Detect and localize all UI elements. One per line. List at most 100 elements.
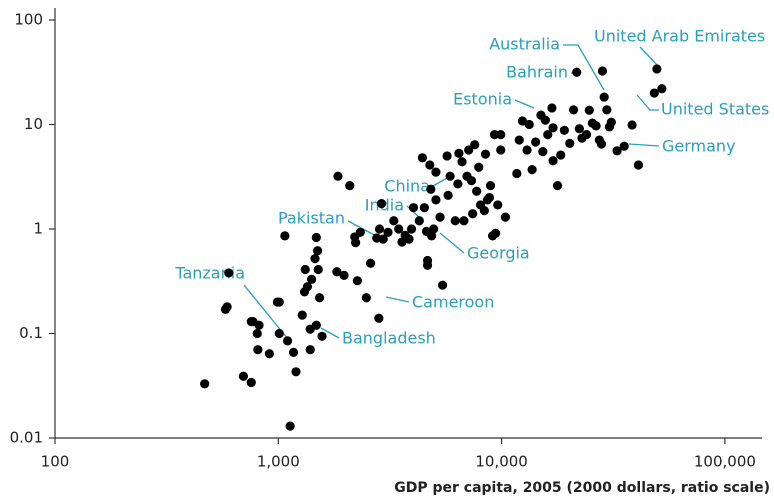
- point: [280, 231, 290, 241]
- annotation-leader: [320, 327, 340, 339]
- annotation-leader: [636, 94, 659, 111]
- annotation: Australia: [489, 35, 560, 54]
- point: [307, 274, 317, 284]
- point: [339, 270, 349, 280]
- point: [464, 145, 474, 155]
- point: [365, 258, 376, 268]
- point: [311, 232, 321, 243]
- point: [597, 66, 608, 76]
- point: [574, 124, 584, 134]
- point: [584, 105, 594, 115]
- annotation: Bangladesh: [342, 329, 436, 348]
- point: [457, 157, 467, 167]
- y-tick-label: 10: [24, 115, 43, 133]
- annotation-leader: [514, 99, 535, 109]
- point: [200, 379, 210, 389]
- point: [596, 139, 607, 149]
- point: [490, 228, 501, 238]
- point: [374, 224, 385, 234]
- point: [524, 119, 534, 130]
- point: [496, 145, 506, 155]
- point: [531, 137, 541, 147]
- point: [253, 345, 263, 355]
- point: [376, 199, 387, 209]
- point: [332, 267, 342, 277]
- annotation: United States: [661, 100, 769, 119]
- point: [548, 156, 558, 166]
- point: [565, 138, 575, 148]
- point: [602, 105, 612, 115]
- point: [517, 116, 528, 126]
- annotation: China: [384, 177, 430, 196]
- point: [425, 160, 435, 170]
- point: [612, 146, 622, 156]
- y-tick-label: 0.1: [19, 324, 43, 342]
- point: [468, 209, 478, 219]
- point: [300, 264, 310, 275]
- point: [435, 212, 445, 222]
- point: [291, 367, 301, 377]
- point: [568, 105, 579, 115]
- x-tick-label: 100,000: [694, 453, 756, 471]
- annotation-leader: [385, 296, 410, 303]
- point: [442, 151, 452, 161]
- point: [474, 162, 484, 172]
- annotation-leader: [432, 177, 448, 187]
- point: [297, 310, 307, 320]
- y-tick-label: 1: [33, 220, 43, 238]
- annotation: Tanzania: [174, 264, 245, 283]
- point: [310, 254, 320, 264]
- point: [406, 224, 417, 234]
- point: [383, 227, 393, 237]
- point: [472, 186, 482, 196]
- point: [317, 331, 327, 341]
- point: [314, 293, 325, 303]
- y-tick-label: 0.01: [10, 429, 43, 447]
- point: [252, 328, 262, 339]
- point: [466, 176, 477, 186]
- point: [459, 216, 469, 226]
- point: [374, 313, 384, 323]
- point: [493, 200, 503, 210]
- annotation: Georgia: [467, 244, 530, 263]
- point: [559, 125, 569, 135]
- point: [538, 147, 548, 157]
- point: [443, 190, 453, 200]
- point: [591, 121, 601, 131]
- point: [285, 421, 295, 431]
- point: [345, 181, 355, 191]
- point: [543, 130, 553, 140]
- point: [572, 67, 582, 77]
- annotation: Estonia: [453, 90, 512, 109]
- point: [484, 192, 495, 203]
- x-tick-label: 100: [41, 453, 70, 471]
- point: [470, 140, 480, 150]
- point: [274, 297, 284, 307]
- point: [313, 264, 323, 275]
- annotation-leader: [639, 46, 659, 67]
- point: [313, 246, 323, 256]
- annotation: Germany: [662, 137, 736, 156]
- point: [426, 184, 436, 194]
- point: [485, 181, 496, 191]
- point: [351, 238, 361, 248]
- point: [514, 135, 524, 145]
- annotation-leader: [628, 143, 660, 147]
- point: [389, 216, 399, 226]
- point: [480, 149, 491, 159]
- point: [355, 227, 365, 237]
- point: [222, 302, 232, 312]
- point: [302, 282, 313, 292]
- point: [633, 160, 644, 170]
- point: [311, 320, 321, 330]
- point: [527, 165, 537, 175]
- point: [408, 203, 419, 213]
- point: [274, 328, 284, 339]
- y-tick-label: 100: [14, 11, 43, 29]
- point: [496, 130, 506, 140]
- point: [404, 234, 414, 244]
- annotation-leader: [439, 232, 465, 254]
- point: [224, 268, 234, 278]
- point: [581, 130, 592, 140]
